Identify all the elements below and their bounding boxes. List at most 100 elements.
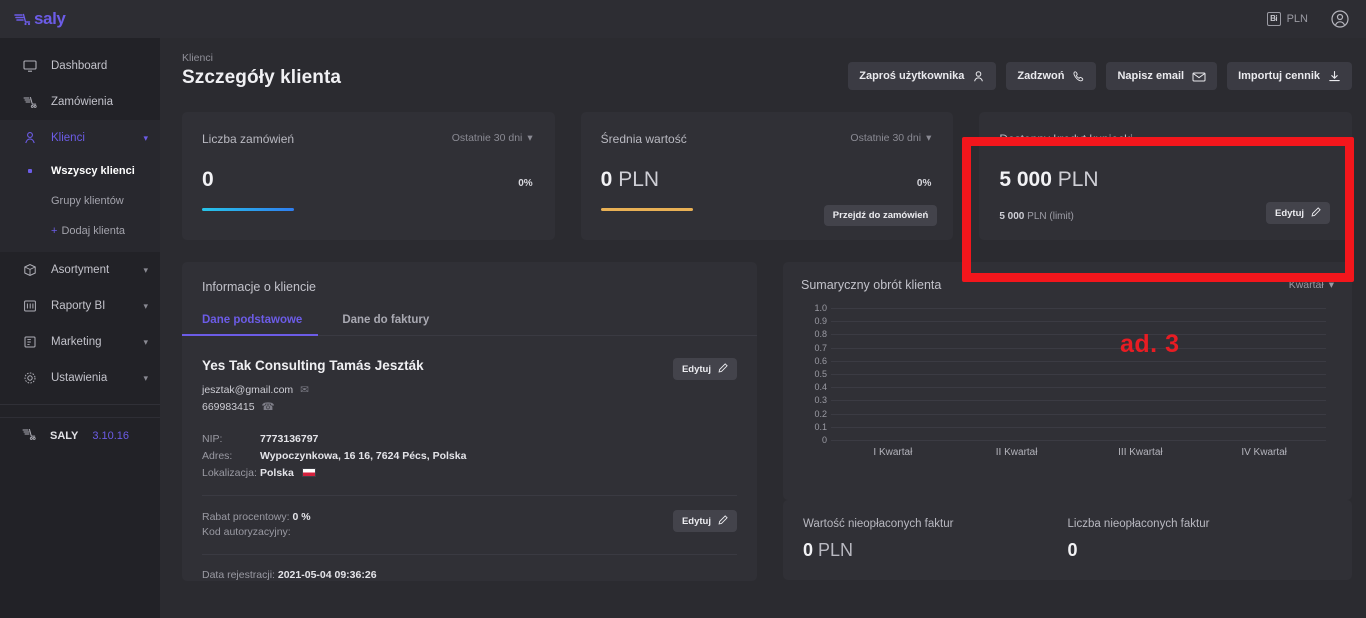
tab-dane-podstawowe[interactable]: Dane podstawowe (181, 314, 319, 336)
average-value: 0 PLN (601, 168, 659, 192)
trade-credit-value: 5 000 PLN (999, 168, 1098, 192)
client-identity: Yes Tak Consulting Tamás Jeszták jesztak… (202, 358, 424, 416)
app-logo[interactable]: saly (14, 9, 66, 29)
orders-count-value: 0 (202, 168, 214, 191)
pencil-icon (718, 514, 728, 528)
turnover-chart-card: Sumaryczny obrót klienta Kwartał ▾ 1.0 0… (783, 262, 1352, 500)
sidebar-item-klienci[interactable]: Klienci ▾ (0, 120, 160, 156)
phone-icon: ☎ (261, 401, 275, 413)
sidebar-item-label: Asortyment (51, 264, 110, 276)
card-title: Liczba zamówień (202, 132, 295, 146)
breadcrumb[interactable]: Klienci (182, 52, 213, 64)
currency-label: PLN (1286, 13, 1308, 25)
sidebar-item-dodaj-klienta[interactable]: + Dodaj klienta (0, 216, 160, 246)
user-circle-icon[interactable] (1330, 9, 1350, 29)
sidebar-subnav-klienci: Wszyscy klienci Grupy klientów + Dodaj k… (0, 156, 160, 252)
card-value-row: 0 PLN 0% (601, 168, 932, 192)
monitor-icon (22, 59, 37, 74)
chart-y-axis: 1.0 0.9 0.8 0.7 0.6 0.5 0.4 0.3 0.2 0. (801, 303, 827, 445)
invite-user-label: Zaproś użytkownika (859, 70, 965, 82)
chevron-down-icon: ▾ (143, 372, 148, 383)
y-tick: 0.5 (814, 369, 827, 379)
period-selector[interactable]: Ostatnie 30 dni ▾ (452, 132, 533, 144)
unpaid-value-number: 0 (803, 540, 814, 560)
download-icon (1328, 70, 1341, 83)
invite-user-button[interactable]: Zaproś użytkownika (848, 62, 997, 90)
import-pricelist-button[interactable]: Importuj cennik (1227, 62, 1352, 90)
sidebar-item-raporty-bi[interactable]: Raporty BI ▾ (0, 288, 160, 324)
top-bar: saly Bi PLN (0, 0, 1366, 38)
write-email-button[interactable]: Napisz email (1106, 62, 1218, 90)
discount-label: Rabat procentowy: (202, 511, 290, 523)
registration-label: Data rejestracji: (202, 569, 275, 581)
sidebar: Dashboard Zamówienia (0, 38, 160, 618)
currency-selector[interactable]: Bi PLN (1266, 12, 1308, 26)
page-title: Szczegóły klienta (182, 67, 342, 88)
average-value-number: 0 (600, 168, 613, 191)
sidebar-item-dashboard[interactable]: Dashboard (0, 48, 160, 84)
trade-credit-unit: PLN (1057, 168, 1099, 191)
edit-trade-credit-button[interactable]: Edytuj (1265, 202, 1331, 224)
chart-period-selector[interactable]: Kwartał ▾ (1289, 279, 1334, 291)
page-header: Klienci Szczegóły klienta Zaproś użytkow… (160, 38, 1366, 106)
chevron-down-icon: ▾ (1328, 279, 1334, 291)
chevron-down-icon: ▾ (527, 132, 533, 144)
sidebar-brand-label: SALY (50, 429, 79, 442)
call-button[interactable]: Zadzwoń (1006, 62, 1097, 90)
client-phone-row[interactable]: 669983415 ☎ (202, 399, 424, 416)
chart-gridlines (831, 308, 1326, 441)
card-title: Dostępny kredyt kupiecki (999, 132, 1133, 146)
y-tick: 0.1 (814, 421, 827, 432)
period-selector[interactable]: Ostatnie 30 dni ▾ (850, 132, 931, 144)
auth-code-label: Kod autoryzacyjny: (202, 526, 291, 538)
divider (202, 495, 737, 496)
client-info-tabs: Dane podstawowe Dane do faktury (181, 314, 757, 336)
sidebar-item-label: Klienci (51, 132, 85, 144)
sidebar-item-marketing[interactable]: Marketing ▾ (0, 324, 160, 360)
tab-dane-do-faktury[interactable]: Dane do faktury (342, 314, 430, 326)
import-pricelist-label: Importuj cennik (1238, 70, 1320, 82)
sidebar-subitem-label: Wszyscy klienci (51, 165, 135, 177)
sidebar-item-asortyment[interactable]: Asortyment ▾ (0, 252, 160, 288)
y-tick: 0.7 (814, 342, 827, 353)
header-actions: Zaproś użytkownika Zadzwoń (848, 52, 1352, 90)
chevron-down-icon: ▾ (143, 300, 148, 311)
pencil-icon (718, 362, 728, 376)
sidebar-spacer (0, 453, 160, 618)
field-value-adres: Wypoczynkowa, 16 16, 7624 Pécs, Polska (260, 450, 467, 462)
x-tick: II Kwartał (995, 447, 1038, 458)
edit-discount-button[interactable]: Edytuj (672, 510, 737, 532)
unpaid-value-title: Wartość nieopłaconych faktur (803, 518, 954, 530)
sidebar-item-grupy-klientow[interactable]: Grupy klientów (0, 186, 160, 216)
chart-plot: 1.0 0.9 0.8 0.7 0.6 0.5 0.4 0.3 0.2 0. (801, 303, 1334, 458)
cart-icon (22, 427, 36, 444)
average-value-unit: PLN (618, 168, 660, 191)
client-name: Yes Tak Consulting Tamás Jeszták (202, 358, 424, 373)
sidebar-item-wszyscy-klienci[interactable]: Wszyscy klienci (0, 156, 160, 186)
unpaid-count: 0 (1067, 540, 1078, 560)
card-header: Dostępny kredyt kupiecki (999, 132, 1330, 146)
client-name-row: Yes Tak Consulting Tamás Jeszták jesztak… (202, 358, 737, 416)
y-tick: 1.0 (814, 303, 827, 313)
client-email: jesztak@gmail.com (202, 384, 294, 396)
trade-credit-card: Dostępny kredyt kupiecki 5 000 PLN 5 000 (979, 112, 1353, 240)
orders-count-percent: 0% (518, 178, 533, 189)
sidebar-version: SALY 3.10.16 (0, 417, 160, 453)
sidebar-item-zamowienia[interactable]: Zamówienia (0, 84, 160, 120)
x-tick: III Kwartał (1118, 447, 1163, 458)
plus-icon: + (51, 225, 58, 237)
client-info-body: Yes Tak Consulting Tamás Jeszták jesztak… (182, 336, 757, 581)
client-phone: 669983415 (202, 401, 255, 413)
registration-value: 2021-05-04 09:36:26 (277, 569, 377, 581)
client-email-row[interactable]: jesztak@gmail.com ✉ (202, 382, 424, 399)
go-to-orders-button[interactable]: Przejdź do zamówień (823, 205, 938, 226)
field-value-lokalizacja: Polska (260, 466, 737, 481)
edit-label: Edytuj (681, 515, 711, 527)
card-title: Średnia wartość (600, 132, 687, 146)
edit-client-button[interactable]: Edytuj (672, 358, 737, 380)
chevron-down-icon: ▾ (926, 132, 932, 144)
phone-icon (1072, 70, 1085, 83)
annotation-ad3: ad. 3 (1120, 330, 1180, 358)
sidebar-item-ustawienia[interactable]: Ustawienia ▾ (0, 360, 160, 396)
unpaid-value: 0 PLN (803, 540, 1068, 561)
